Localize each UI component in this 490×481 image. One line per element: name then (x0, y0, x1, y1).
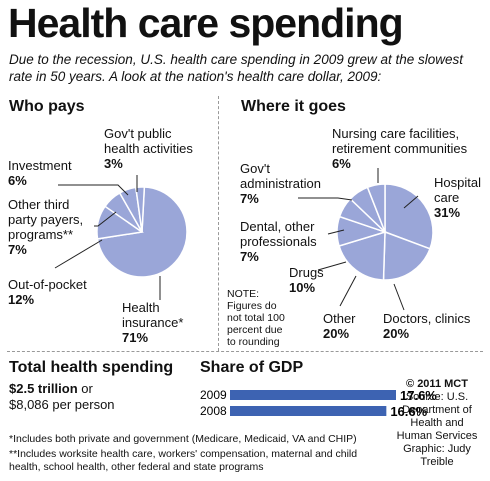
leader-admin (298, 197, 353, 201)
where-it-goes-slices (336, 183, 434, 281)
leader-oop (54, 239, 103, 269)
leader-hospital (403, 195, 419, 209)
credits: © 2011 MCT Source: U.S. Department of He… (384, 378, 490, 469)
gdp-bars: 2009 17.6% 2008 16.6% (200, 388, 437, 419)
leader-other-third (94, 211, 117, 227)
gdp-bar-2009 (230, 390, 396, 400)
label-out-of-pocket: Out-of-pocket 12% (8, 277, 87, 307)
label-drugs: Drugs 10% (289, 265, 324, 295)
rounding-note: NOTE: Figures do not total 100 percent d… (227, 288, 285, 348)
gdp-heading: Share of GDP (200, 359, 304, 376)
leader-drugs (317, 261, 347, 271)
leader-other (339, 275, 357, 307)
total-amount: $2.5 trillion (9, 381, 78, 396)
where-goes-slice-other (338, 230, 386, 281)
where-goes-slice-hospital-care (384, 183, 434, 250)
gdp-year-label-2008: 2008 (200, 404, 227, 418)
where-goes-slice-nursing-care-facilities-retirement-communities (366, 183, 386, 233)
footnote-2: **Includes worksite health care, workers… (9, 448, 358, 473)
gdp-value-label-2008: 16.6% (390, 404, 427, 419)
leader-dental (327, 229, 345, 235)
vertical-divider (218, 96, 219, 351)
label-nursing-care: Nursing care facilities, retirement comm… (332, 126, 468, 171)
label-other: Other 20% (323, 311, 356, 341)
gdp-value-label-2009: 17.6% (400, 388, 437, 403)
label-gov-administration: Gov't administration 7% (240, 161, 321, 206)
per-person-amount: $8,086 per person (9, 397, 115, 412)
who-pays-slices (96, 186, 188, 278)
label-health-insurance: Health insurance* 71% (122, 300, 184, 345)
horizontal-divider (7, 351, 483, 352)
who-pays-slice-gov-t-public-health-activities (134, 186, 146, 233)
total-spending-heading: Total health spending (9, 359, 174, 376)
gdp-bar-2008 (230, 406, 387, 416)
label-gov-public-health: Gov't public health activities 3% (104, 126, 193, 171)
label-investment: Investment 6% (8, 158, 72, 188)
leader-investment (58, 184, 129, 196)
label-hospital-care: Hospital care 31% (434, 175, 481, 220)
where-goes-slice-doctors-clinics (382, 230, 431, 281)
copyright: © 2011 MCT (406, 378, 468, 390)
label-doctors-clinics: Doctors, clinics 20% (383, 311, 471, 341)
where-it-goes-leaders (298, 168, 419, 311)
leader-doctors (393, 283, 405, 311)
label-other-third-party: Other third party payers, programs** 7% (8, 197, 84, 257)
total-amount-suffix: or (77, 381, 93, 396)
page-subtitle: Due to the recession, U.S. health care s… (9, 52, 464, 84)
where-it-goes-heading: Where it goes (241, 98, 346, 115)
who-pays-heading: Who pays (9, 98, 85, 115)
label-dental-other: Dental, other professionals 7% (240, 219, 317, 264)
who-pays-leaders (54, 175, 161, 300)
gdp-year-label-2009: 2009 (200, 388, 227, 402)
footnote-1: *Includes both private and government (M… (9, 433, 357, 445)
page-title: Health care spending (8, 0, 404, 46)
total-spending-values: $2.5 trillion or $8,086 per person (9, 381, 115, 413)
